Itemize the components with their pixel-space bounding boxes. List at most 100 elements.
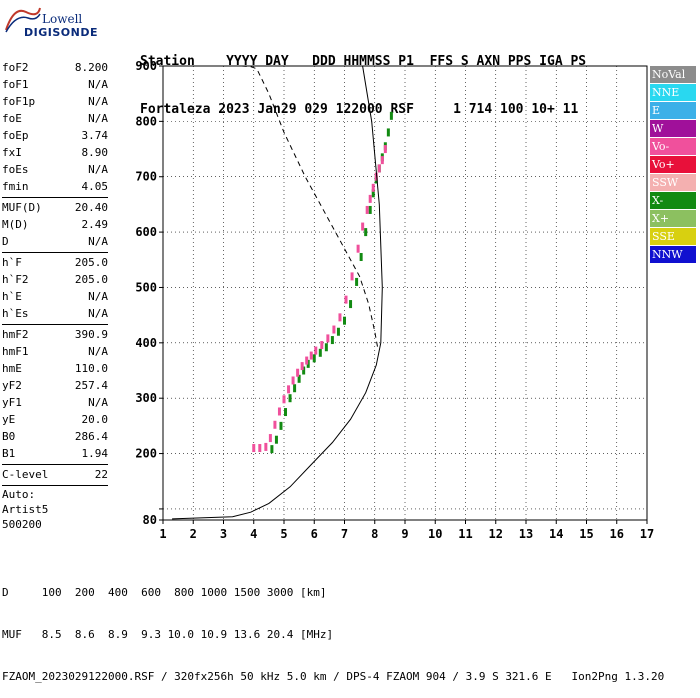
param-row-fxi: fxI 8.90 xyxy=(2,144,108,161)
param-value: 110.0 xyxy=(74,362,108,375)
x-tick-label: 14 xyxy=(549,527,563,541)
data-point-vo xyxy=(268,434,272,443)
param-row-hmf1: hmF1 N/A xyxy=(2,343,108,360)
param-row-yf1: yF1 N/A xyxy=(2,394,108,411)
data-point-vo xyxy=(314,346,318,355)
param-value: 286.4 xyxy=(74,430,108,443)
logo-line1: Lowell xyxy=(42,12,83,26)
param-row-foes: foEs N/A xyxy=(2,161,108,178)
y-tick-label: 300 xyxy=(135,391,157,405)
legend-item-e: E xyxy=(650,102,696,119)
param-row-d: D N/A xyxy=(2,233,108,250)
param-row-fof1: foF1 N/A xyxy=(2,76,108,93)
legend-item-x: X- xyxy=(650,192,696,209)
param-label: foF2 xyxy=(2,61,29,74)
param-row-hes: h`Es N/A xyxy=(2,305,108,322)
data-point-vo xyxy=(320,341,324,350)
data-point-vo xyxy=(300,362,304,371)
data-point-x xyxy=(293,384,297,393)
legend-item-ssw: SSW xyxy=(650,174,696,191)
param-value: 20.40 xyxy=(74,201,108,214)
x-tick-label: 10 xyxy=(428,527,442,541)
y-tick-label: 900 xyxy=(135,59,157,73)
param-value: N/A xyxy=(88,95,108,108)
footer-file-line: FZAOM_2023029122000.RSF / 320fx256h 50 k… xyxy=(2,670,665,683)
param-label: MUF(D) xyxy=(2,201,42,214)
data-point-x xyxy=(297,374,301,383)
data-point-vo xyxy=(332,325,336,334)
param-value: N/A xyxy=(88,345,108,358)
param-value: N/A xyxy=(88,78,108,91)
ionogram-chart: 1 2 3 4 5 6 7 8 9 10 11 12 13 14 15 16 17802003004005006… xyxy=(135,59,654,541)
param-label: M(D) xyxy=(2,218,29,231)
param-row-mufd: MUF(D) 20.40 xyxy=(2,199,108,216)
logo-mark-icon xyxy=(5,7,41,33)
data-point-vo xyxy=(326,334,330,343)
param-label: hmF2 xyxy=(2,328,29,341)
param-value: N/A xyxy=(88,307,108,320)
param-label: foE xyxy=(2,112,22,125)
data-point-x xyxy=(389,111,393,120)
legend-item-vo: Vo- xyxy=(650,138,696,155)
param-label: B0 xyxy=(2,430,16,443)
param-value: N/A xyxy=(88,396,108,409)
param-value: 8.90 xyxy=(81,146,109,159)
param-label: hmE xyxy=(2,362,22,375)
divider xyxy=(2,197,108,198)
param-value: N/A xyxy=(88,235,108,248)
auto-line: Artist5 xyxy=(2,503,49,516)
data-point-vo xyxy=(264,442,268,451)
data-point-vo xyxy=(305,356,309,365)
data-point-x xyxy=(330,336,334,345)
data-point-x xyxy=(364,228,368,237)
legend-item-nnw: NNW xyxy=(650,246,696,263)
profile-curve xyxy=(172,65,383,520)
x-tick-label: 7 xyxy=(341,527,348,541)
divider xyxy=(2,252,108,253)
param-row-fmin: fmin 4.05 xyxy=(2,178,108,195)
data-point-x xyxy=(386,128,390,137)
footer-distance-line: D 100 200 400 600 800 1000 1500 3000 [km… xyxy=(2,586,327,599)
param-label: foEp xyxy=(2,129,29,142)
data-point-vo xyxy=(361,222,365,231)
footer: D 100 200 400 600 800 1000 1500 3000 [km… xyxy=(2,558,664,698)
data-point-x xyxy=(359,253,363,262)
param-label: D xyxy=(2,235,9,248)
param-value: 3.74 xyxy=(81,129,109,142)
y-tick-label: 800 xyxy=(135,114,157,128)
logo: Lowell DIGISONDE xyxy=(2,2,97,46)
param-value: 8.200 xyxy=(74,61,108,74)
param-row-md: M(D) 2.49 xyxy=(2,216,108,233)
data-point-x xyxy=(371,189,375,198)
param-label: yF1 xyxy=(2,396,22,409)
x-tick-label: 12 xyxy=(489,527,503,541)
virtual-height-curve xyxy=(241,65,379,349)
data-point-x xyxy=(284,408,288,417)
x-tick-label: 15 xyxy=(579,527,593,541)
param-row-b1: B1 1.94 xyxy=(2,445,108,462)
param-row-fof2: foF2 8.200 xyxy=(2,59,108,76)
param-value: 390.9 xyxy=(74,328,108,341)
param-value: 1.94 xyxy=(81,447,109,460)
param-row-he: h`E N/A xyxy=(2,288,108,305)
data-point-vo xyxy=(371,183,375,192)
legend-item-x: X+ xyxy=(650,210,696,227)
param-value: 4.05 xyxy=(81,180,109,193)
data-point-vo xyxy=(350,272,354,281)
param-row-ye: yE 20.0 xyxy=(2,411,108,428)
data-point-x xyxy=(270,445,274,454)
data-point-x xyxy=(343,316,346,325)
data-point-x xyxy=(274,435,278,444)
y-tick-label: 80 xyxy=(143,513,157,527)
param-value: 205.0 xyxy=(74,273,108,286)
param-label: B1 xyxy=(2,447,16,460)
data-point-vo xyxy=(309,351,313,360)
x-tick-label: 5 xyxy=(280,527,287,541)
param-row-hf: h`F 205.0 xyxy=(2,254,108,271)
param-label: fxI xyxy=(2,146,22,159)
data-point-vo xyxy=(277,407,281,416)
param-value: 205.0 xyxy=(74,256,108,269)
param-row-foe: foE N/A xyxy=(2,110,108,127)
auto-line: Auto: xyxy=(2,488,36,501)
data-point-x xyxy=(288,394,292,403)
